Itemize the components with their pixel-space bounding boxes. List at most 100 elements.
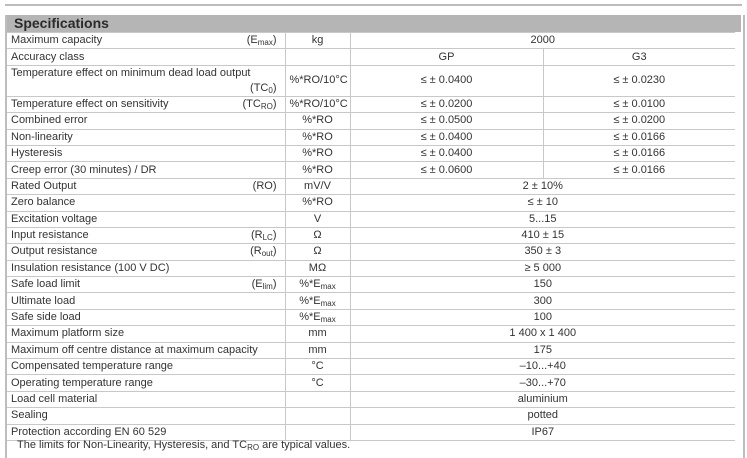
unit-text: mV/V — [304, 179, 331, 192]
gp-value-cell: ≤ ± 0.0400 — [349, 64, 544, 97]
unit-cell: mV/V — [284, 177, 351, 196]
unit-text: MΩ — [308, 261, 327, 274]
table-row: Combined error %*RO ≤ ± 0.0500 ≤ ± 0.0200 — [7, 112, 736, 130]
symbol-subscript: RO — [260, 101, 273, 111]
label-text: Load cell material — [11, 393, 98, 405]
row-label: Protection according EN 60 529 — [7, 423, 286, 441]
table-row: Output resistance (Rout) Ω 350 ± 3 — [7, 243, 736, 261]
symbol-subscript: max — [257, 38, 273, 48]
table-row: Protection according EN 60 529 IP67 — [7, 423, 736, 441]
unit-cell: %*RO — [284, 112, 351, 130]
unit-cell: %*RO/10°C — [284, 95, 351, 114]
value-cell: –10...+40 — [349, 358, 736, 376]
footnote: The limits for Non-Linearity, Hysteresis… — [17, 439, 351, 452]
unit-text: mm — [308, 327, 327, 340]
table-row: Safe load limit (Elim) %*Emax 150 — [7, 276, 736, 294]
value-cell: IP67 — [349, 423, 736, 441]
row-label: Temperature effect on minimum dead load … — [7, 64, 286, 97]
unit-cell: mm — [284, 325, 351, 343]
row-label: Maximum platform size — [7, 325, 286, 343]
unit-text: °C — [311, 360, 324, 373]
value-cell: 2 ± 10% — [349, 177, 736, 196]
row-label: Excitation voltage — [7, 210, 286, 228]
symbol-base: (RO) — [252, 179, 277, 192]
value-cell: 410 ± 15 — [349, 226, 736, 245]
label-text: Hysteresis — [11, 147, 63, 160]
table-row: Maximum capacity (Emax) kg 2000 — [7, 31, 736, 50]
value-cell: –30...+70 — [349, 374, 736, 392]
unit-cell: °C — [284, 358, 351, 376]
table-row: Input resistance (RLC) Ω 410 ± 15 — [7, 226, 736, 245]
row-label: Output resistance (Rout) — [7, 243, 286, 261]
label-text: Compensated temperature range — [11, 360, 174, 373]
label-text: Creep error (30 minutes) / DR — [11, 163, 157, 176]
top-divider — [5, 4, 742, 6]
label-text: Maximum platform size — [11, 327, 125, 340]
label-text: Ultimate load — [11, 294, 76, 307]
row-label: Creep error (30 minutes) / DR — [7, 161, 286, 179]
g3-value-cell: ≤ ± 0.0166 — [542, 144, 736, 163]
value-cell: potted — [349, 407, 736, 425]
unit-text: %*E — [299, 294, 321, 307]
unit-text: kg — [311, 34, 324, 47]
row-label: Load cell material — [7, 390, 286, 409]
value-cell: 1 400 x 1 400 — [349, 325, 736, 343]
value-cell: 100 — [349, 308, 736, 327]
gp-value-cell: GP — [349, 48, 544, 66]
footnote-text-end: are typical values. — [259, 439, 351, 451]
table-row: Creep error (30 minutes) / DR %*RO ≤ ± 0.0… — [7, 161, 736, 179]
unit-text: %*E — [299, 278, 321, 291]
table-row: Safe side load %*Emax 100 — [7, 308, 736, 327]
unit-cell: %*RO — [284, 128, 351, 146]
g3-value-cell: ≤ ± 0.0100 — [542, 95, 736, 114]
table-row: Maximum off centre distance at maximum c… — [7, 341, 736, 360]
row-label: Input resistance (RLC) — [7, 226, 286, 245]
label-text: Accuracy class — [11, 50, 85, 63]
label-text: Non-linearity — [11, 130, 73, 143]
value-cell: ≤ ± 10 — [349, 194, 736, 212]
gp-value-cell: ≤ ± 0.0600 — [349, 161, 544, 179]
symbol: (Rout) — [250, 245, 276, 259]
unit-text: %*RO — [302, 163, 333, 176]
row-label: Sealing — [7, 407, 286, 425]
row-label: Maximum capacity (Emax) — [7, 31, 286, 50]
table-row: Zero balance %*RO ≤ ± 10 — [7, 194, 736, 212]
row-label: Safe load limit (Elim) — [7, 276, 286, 294]
table-row: Non-linearity %*RO ≤ ± 0.0400 ≤ ± 0.0166 — [7, 128, 736, 146]
value-cell: 300 — [349, 292, 736, 310]
row-label: Non-linearity — [7, 128, 286, 146]
unit-text: %*RO/10°C — [289, 97, 348, 110]
unit-cell: Ω — [284, 243, 351, 261]
symbol-end: ) — [272, 278, 277, 291]
symbol-base: (R — [250, 229, 263, 242]
unit-cell: mm — [284, 341, 351, 360]
value-cell: aluminium — [349, 390, 736, 409]
symbol-end: ) — [272, 34, 277, 47]
row-label: Insulation resistance (100 V DC) — [7, 259, 286, 278]
value-cell: 350 ± 3 — [349, 243, 736, 261]
row-label: Hysteresis — [7, 144, 286, 163]
value-cell: 5...15 — [349, 210, 736, 228]
unit-subscript: max — [320, 282, 336, 292]
unit-text: °C — [311, 376, 324, 389]
unit-cell: °C — [284, 374, 351, 392]
label-text: Maximum off centre distance at maximum c… — [11, 343, 258, 356]
unit-text: V — [313, 212, 322, 225]
table-row: Hysteresis %*RO ≤ ± 0.0400 ≤ ± 0.0166 — [7, 144, 736, 163]
unit-cell: V — [284, 210, 351, 228]
label-text: Input resistance — [11, 229, 89, 242]
unit-subscript: max — [320, 298, 336, 308]
unit-cell: %*RO — [284, 144, 351, 163]
section-title: Specifications — [14, 15, 109, 31]
unit-cell: %*Emax — [284, 292, 351, 310]
g3-value-cell: ≤ ± 0.0166 — [542, 161, 736, 179]
label-text: Protection according EN 60 529 — [11, 425, 167, 438]
table-row: Ultimate load %*Emax 300 — [7, 292, 736, 310]
unit-cell: Ω — [284, 226, 351, 245]
value-cell: 175 — [349, 341, 736, 360]
row-label: Accuracy class — [7, 48, 286, 66]
table-row: Rated Output (RO) mV/V 2 ± 10% — [7, 177, 736, 196]
symbol-subscript: LC — [262, 233, 273, 243]
row-label: Rated Output (RO) — [7, 177, 286, 196]
row-label: Temperature effect on sensitivity (TCRO) — [7, 95, 286, 114]
